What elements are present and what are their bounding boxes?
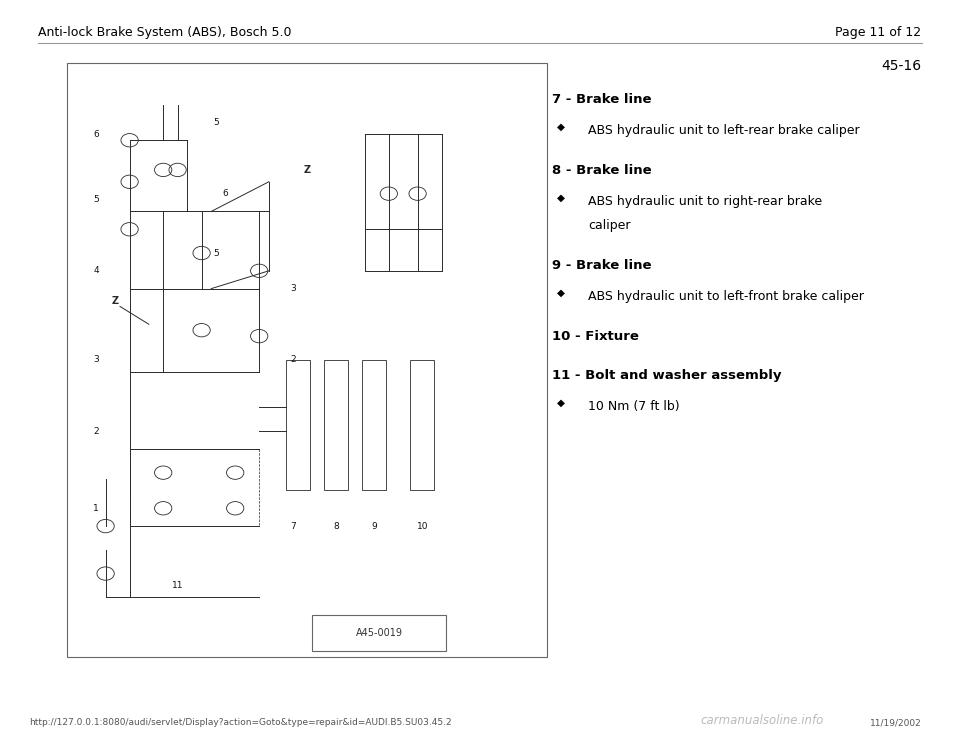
Text: ◆: ◆ xyxy=(557,122,564,131)
Text: 9: 9 xyxy=(372,522,377,531)
Text: ABS hydraulic unit to right-rear brake: ABS hydraulic unit to right-rear brake xyxy=(588,195,823,209)
Text: Anti-lock Brake System (ABS), Bosch 5.0: Anti-lock Brake System (ABS), Bosch 5.0 xyxy=(38,26,292,39)
Bar xyxy=(362,360,386,490)
Bar xyxy=(67,63,547,657)
Text: ABS hydraulic unit to left-rear brake caliper: ABS hydraulic unit to left-rear brake ca… xyxy=(588,124,860,137)
Bar xyxy=(411,360,434,490)
Text: A45-0019: A45-0019 xyxy=(356,628,402,638)
Text: Z: Z xyxy=(303,165,311,175)
Text: 8: 8 xyxy=(333,522,339,531)
Text: http://127.0.0.1:8080/audi/servlet/Display?action=Goto&type=repair&id=AUDI.B5.SU: http://127.0.0.1:8080/audi/servlet/Displ… xyxy=(29,718,451,727)
Text: 10: 10 xyxy=(417,522,428,531)
Text: 7 - Brake line: 7 - Brake line xyxy=(552,93,652,106)
Text: ◆: ◆ xyxy=(557,288,564,298)
Text: carmanualsoline.info: carmanualsoline.info xyxy=(701,714,825,727)
Text: 11/19/2002: 11/19/2002 xyxy=(870,718,922,727)
Text: 6: 6 xyxy=(223,189,228,198)
Text: 1: 1 xyxy=(93,504,99,513)
Text: 7: 7 xyxy=(290,522,296,531)
Text: ◆: ◆ xyxy=(557,398,564,407)
Text: 9 - Brake line: 9 - Brake line xyxy=(552,259,652,272)
Bar xyxy=(312,615,446,651)
Text: 5: 5 xyxy=(213,118,219,127)
Text: 10 Nm (7 ft lb): 10 Nm (7 ft lb) xyxy=(588,400,680,413)
Text: 45-16: 45-16 xyxy=(881,59,922,73)
Text: caliper: caliper xyxy=(588,219,631,232)
Text: 11 - Bolt and washer assembly: 11 - Bolt and washer assembly xyxy=(552,369,781,382)
Text: 8 - Brake line: 8 - Brake line xyxy=(552,164,652,177)
Text: ABS hydraulic unit to left-front brake caliper: ABS hydraulic unit to left-front brake c… xyxy=(588,290,864,303)
Text: Page 11 of 12: Page 11 of 12 xyxy=(835,26,922,39)
Text: 5: 5 xyxy=(213,249,219,257)
Text: 4: 4 xyxy=(93,266,99,275)
Text: Z: Z xyxy=(111,295,119,306)
Text: 2: 2 xyxy=(93,427,99,436)
Text: 3: 3 xyxy=(290,284,296,293)
Text: 11: 11 xyxy=(172,581,183,590)
Text: 2: 2 xyxy=(290,355,296,364)
Bar xyxy=(324,360,348,490)
Bar xyxy=(286,360,309,490)
Text: 5: 5 xyxy=(93,195,99,204)
Text: ◆: ◆ xyxy=(557,193,564,203)
Text: 6: 6 xyxy=(93,130,99,139)
Text: 10 - Fixture: 10 - Fixture xyxy=(552,330,638,344)
Text: 3: 3 xyxy=(93,355,99,364)
